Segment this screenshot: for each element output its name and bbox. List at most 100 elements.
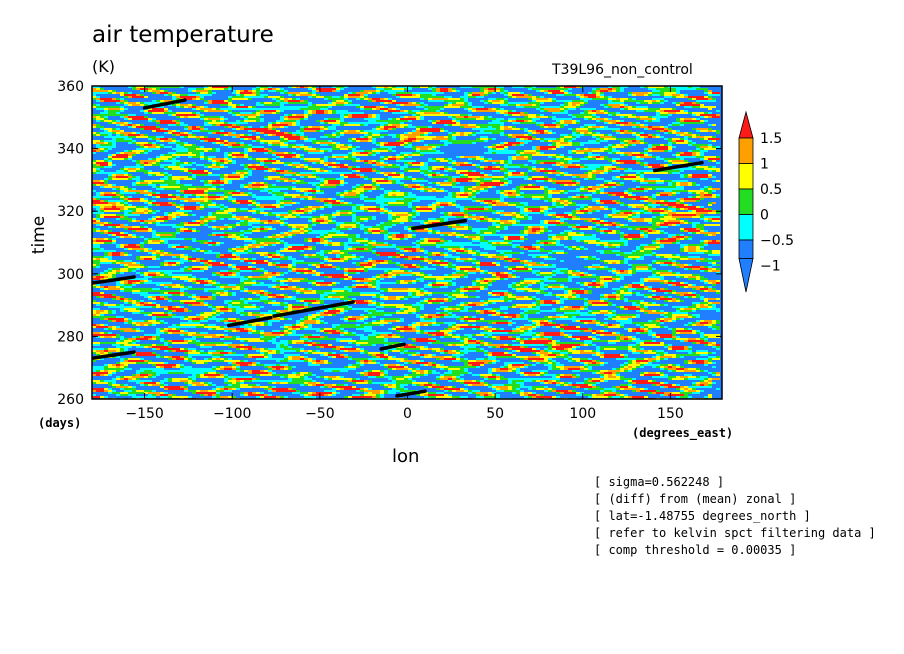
heatmap-cell [488,218,492,220]
heatmap-cell [376,92,380,94]
heatmap-cell [212,160,216,162]
heatmap-cell [616,184,620,186]
heatmap-cell [276,122,280,124]
heatmap-cell [176,210,192,212]
heatmap-cell [248,116,256,118]
heatmap-cell [228,248,232,250]
heatmap-cell [460,106,472,108]
heatmap-cell [328,140,332,142]
heatmap-cell [344,192,348,194]
heatmap-cell [508,164,524,166]
heatmap-cell [188,228,192,230]
heatmap-cell [228,236,240,238]
heatmap-cell [180,124,188,126]
heatmap-cell [108,92,112,94]
heatmap-cell [540,106,560,108]
heatmap-cell [592,134,604,136]
heatmap-cell [228,156,232,158]
heatmap-cell [244,230,252,232]
heatmap-cell [556,240,560,242]
heatmap-cell [560,122,564,124]
heatmap-cell [592,116,596,118]
heatmap-cell [224,236,228,238]
heatmap-cell [200,204,204,206]
heatmap-cell [116,138,124,140]
heatmap-cell [704,242,708,244]
heatmap-cell [172,132,180,134]
heatmap-cell [556,252,564,254]
heatmap-cell [356,208,360,210]
heatmap-cell [272,124,288,126]
heatmap-cell [612,150,620,152]
heatmap-cell [344,96,348,98]
heatmap-cell [644,234,648,236]
heatmap-cell [172,98,176,100]
heatmap-cell [652,100,656,102]
heatmap-cell [156,140,160,142]
heatmap-cell [532,168,536,170]
heatmap-cell [656,118,660,120]
heatmap-cell [192,108,196,110]
heatmap-cell [184,178,192,180]
heatmap-cell [288,124,292,126]
heatmap-cell [236,200,248,202]
heatmap-cell [556,244,564,246]
heatmap-cell [400,174,404,176]
heatmap-cell [492,170,500,172]
heatmap-cell [620,238,624,240]
heatmap-cell [484,158,488,160]
heatmap-cell [332,252,340,254]
heatmap-cell [412,164,424,166]
heatmap-cell [692,152,696,154]
heatmap-cell [284,204,292,206]
heatmap-cell [92,162,96,164]
heatmap-cell [484,116,488,118]
heatmap-cell [488,146,492,148]
heatmap-cell [360,132,368,134]
heatmap-cell [200,116,220,118]
heatmap-cell [524,142,528,144]
heatmap-cell [576,104,580,106]
heatmap-cell [420,150,436,152]
heatmap-cell [188,170,204,172]
heatmap-cell [360,130,364,132]
heatmap-cell [452,102,456,104]
heatmap-cell [172,138,176,140]
heatmap-cell [400,124,408,126]
heatmap-cell [568,248,572,250]
heatmap-cell [116,188,120,190]
heatmap-cell [420,110,436,112]
heatmap-cell [564,140,568,142]
heatmap-cell [644,204,648,206]
heatmap-cell [512,96,516,98]
heatmap-cell [268,184,272,186]
heatmap-cell [492,148,496,150]
heatmap-cell [340,184,344,186]
heatmap-cell [592,186,604,188]
heatmap-cell [696,154,700,156]
heatmap-cell [364,188,372,190]
heatmap-cell [656,146,668,148]
heatmap-cell [684,200,696,202]
heatmap-cell [580,94,584,96]
heatmap-cell [436,182,440,184]
heatmap-cell [536,230,540,232]
heatmap-cell [524,208,528,210]
heatmap-cell [272,128,276,130]
heatmap-cell [216,120,220,122]
heatmap-cell [184,98,192,100]
heatmap-cell [708,176,712,178]
heatmap-cell [224,232,244,234]
heatmap-cell [664,160,668,162]
heatmap-cell [340,244,344,246]
heatmap-cell [536,240,540,242]
heatmap-cell [104,180,108,182]
heatmap-cell [240,94,244,96]
heatmap-cell [612,186,616,188]
heatmap-cell [648,150,652,152]
heatmap-cell [388,92,396,94]
heatmap-cell [372,252,376,254]
heatmap-cell [624,238,628,240]
heatmap-cell [700,154,704,156]
heatmap-cell [148,194,152,196]
